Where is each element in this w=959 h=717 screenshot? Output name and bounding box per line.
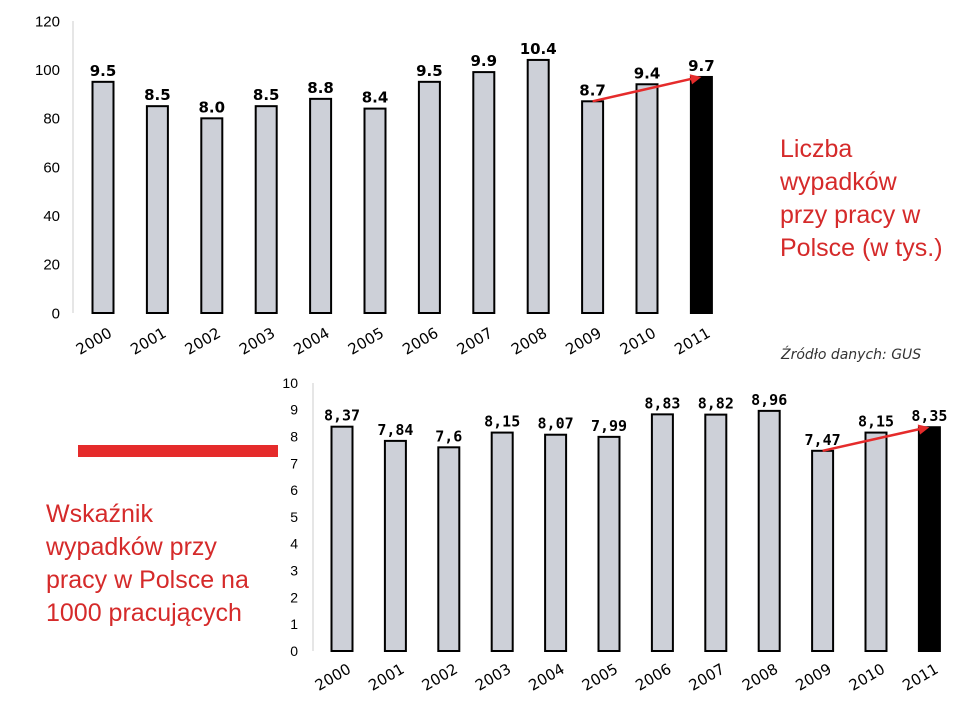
bar-2001	[383, 439, 407, 652]
y-tick-label: 1	[290, 616, 298, 632]
red-accent-band	[78, 445, 278, 457]
y-tick-label: 2	[290, 589, 298, 605]
y-tick-label: 120	[35, 13, 60, 30]
trend-line	[592, 76, 696, 103]
data-label-2004: 8.8	[307, 79, 334, 97]
y-tick-label: 4	[290, 536, 298, 552]
data-label-2005: 7,99	[591, 417, 627, 435]
category-label-2005: 2005	[579, 660, 621, 695]
category-label-2004: 2004	[526, 660, 568, 695]
data-label-2010: 9.4	[634, 64, 661, 82]
y-tick-label: 9	[290, 402, 298, 418]
bar-2004	[309, 97, 333, 314]
source-note: Źródło danych: GUS	[781, 347, 922, 363]
y-tick-label: 20	[43, 257, 60, 274]
data-label-2003: 8,15	[484, 413, 520, 431]
data-label-2008: 10.4	[520, 40, 557, 58]
data-label-2011: 9.7	[688, 57, 715, 75]
y-tick-label: 80	[43, 111, 60, 128]
data-label-2007: 8,82	[698, 395, 734, 413]
data-label-2011: 8,35	[911, 407, 947, 425]
bar-2000	[330, 425, 354, 652]
category-label-2011: 2011	[899, 660, 941, 695]
bar-2003	[490, 431, 514, 652]
data-label-2000: 9.5	[90, 62, 117, 80]
data-label-2006: 8,83	[644, 394, 680, 412]
category-label-2002: 2002	[419, 660, 461, 695]
data-label-2008: 8,96	[751, 391, 787, 409]
category-label-2010: 2010	[846, 660, 888, 695]
chart2-title: Wskaźnik wypadków przy pracy w Polsce na…	[46, 500, 249, 627]
bar-2003	[254, 105, 278, 314]
category-label-2003: 2003	[472, 660, 514, 695]
data-label-2006: 9.5	[416, 62, 443, 80]
chart1-title: Liczba wypadków przy pracy w Polsce (w t…	[780, 135, 943, 262]
bar-2005	[363, 107, 387, 314]
y-tick-label: 60	[43, 159, 60, 176]
data-label-2001: 8.5	[144, 86, 171, 104]
bar-2002	[437, 446, 461, 652]
bar-2010	[635, 83, 659, 315]
data-label-2004: 8,07	[538, 415, 574, 433]
y-tick-label: 10	[282, 375, 298, 391]
bar-2002	[200, 117, 224, 315]
bar-2010	[864, 431, 888, 652]
trend-arrowhead	[689, 74, 702, 85]
data-label-2009: 7,47	[805, 431, 841, 449]
y-tick-label: 8	[290, 429, 298, 445]
category-label-2009: 2009	[793, 660, 835, 695]
bar-2008	[526, 58, 550, 314]
category-label-2007: 2007	[686, 660, 728, 695]
bar-2009	[811, 449, 835, 652]
bar-2005	[597, 435, 621, 653]
y-tick-label: 0	[52, 305, 60, 322]
data-label-2001: 7,84	[377, 421, 413, 439]
y-tick-label: 3	[290, 563, 298, 579]
data-label-2005: 8.4	[362, 89, 389, 107]
left-panel	[0, 370, 270, 717]
y-tick-label: 40	[43, 208, 60, 225]
bar-2007	[472, 71, 496, 314]
category-label-2006: 2006	[632, 660, 674, 695]
bar-2008	[757, 409, 781, 653]
data-label-2010: 8,15	[858, 413, 894, 431]
category-label-2001: 2001	[365, 660, 407, 695]
y-tick-label: 5	[290, 509, 298, 525]
bar-2007	[704, 413, 728, 652]
data-label-2007: 9.9	[471, 52, 498, 70]
data-label-2002: 7,6	[435, 427, 462, 445]
data-label-2009: 8.7	[579, 81, 606, 99]
bar-2006	[650, 413, 674, 652]
y-tick-label: 100	[35, 62, 60, 79]
bar-2006	[417, 80, 441, 315]
y-tick-label: 6	[290, 482, 298, 498]
data-label-2003: 8.5	[253, 86, 280, 104]
y-tick-label: 0	[290, 643, 298, 659]
bar-2011	[917, 426, 941, 652]
trend-arrowhead	[917, 424, 930, 435]
bar-2004	[544, 433, 568, 652]
data-label-2002: 8.0	[199, 98, 226, 116]
data-label-2000: 8,37	[324, 407, 360, 425]
trend-line	[822, 427, 924, 453]
y-tick-label: 7	[290, 455, 298, 471]
category-label-2008: 2008	[739, 660, 781, 695]
bar-2000	[91, 80, 115, 315]
bar-2001	[145, 105, 169, 314]
category-label-2000: 2000	[312, 660, 354, 695]
